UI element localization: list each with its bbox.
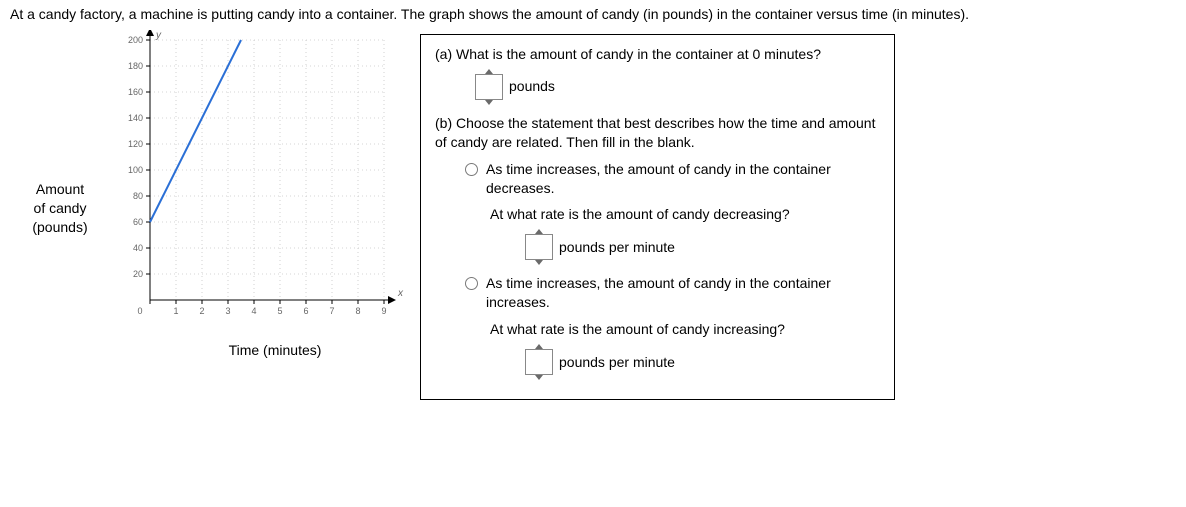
chart-column: 1 2 3 4 5 6 7 8 9 20 40 60 80 100 120 140 160 180 200 0 x y T… bbox=[110, 30, 410, 358]
part-a-input[interactable] bbox=[475, 74, 503, 100]
svg-text:100: 100 bbox=[128, 165, 143, 175]
svg-text:8: 8 bbox=[355, 306, 360, 316]
questions-panel: (a) What is the amount of candy in the c… bbox=[420, 34, 895, 400]
part-b-option2-text: As time increases, the amount of candy i… bbox=[486, 274, 880, 312]
y-axis-label-line2: of candy bbox=[10, 199, 110, 218]
part-a: (a) What is the amount of candy in the c… bbox=[435, 45, 880, 100]
x-axis-label: Time (minutes) bbox=[110, 342, 410, 358]
svg-text:x: x bbox=[397, 288, 404, 299]
problem-prompt: At a candy factory, a machine is putting… bbox=[10, 6, 1176, 22]
part-b-question: (b) Choose the statement that best descr… bbox=[435, 114, 880, 152]
svg-text:140: 140 bbox=[128, 113, 143, 123]
line-chart: 1 2 3 4 5 6 7 8 9 20 40 60 80 100 120 140 160 180 200 0 x y bbox=[110, 30, 410, 330]
svg-text:200: 200 bbox=[128, 35, 143, 45]
y-axis-label-line1: Amount bbox=[10, 180, 110, 199]
svg-text:y: y bbox=[155, 30, 162, 41]
part-a-question: (a) What is the amount of candy in the c… bbox=[435, 45, 880, 64]
svg-text:120: 120 bbox=[128, 139, 143, 149]
part-b-option1-unit: pounds per minute bbox=[559, 238, 675, 257]
svg-text:7: 7 bbox=[329, 306, 334, 316]
part-b-option1-subq: At what rate is the amount of candy decr… bbox=[490, 205, 880, 224]
svg-text:160: 160 bbox=[128, 87, 143, 97]
part-b-option1-input[interactable] bbox=[525, 234, 553, 260]
part-b-option2-row: As time increases, the amount of candy i… bbox=[465, 274, 880, 312]
part-b-option2-input[interactable] bbox=[525, 349, 553, 375]
y-axis-label: Amount of candy (pounds) bbox=[10, 30, 110, 237]
svg-text:9: 9 bbox=[381, 306, 386, 316]
part-b-option2-subq: At what rate is the amount of candy incr… bbox=[490, 320, 880, 339]
part-a-unit: pounds bbox=[509, 77, 555, 96]
svg-text:20: 20 bbox=[133, 269, 143, 279]
content-row: Amount of candy (pounds) 1 2 3 4 5 6 7 8 9 20 40 60… bbox=[10, 30, 1176, 400]
svg-text:180: 180 bbox=[128, 61, 143, 71]
radio-option2[interactable] bbox=[465, 277, 478, 290]
radio-option1[interactable] bbox=[465, 163, 478, 176]
svg-text:3: 3 bbox=[225, 306, 230, 316]
svg-text:6: 6 bbox=[303, 306, 308, 316]
part-b-option1-row: As time increases, the amount of candy i… bbox=[465, 160, 880, 198]
svg-text:60: 60 bbox=[133, 217, 143, 227]
part-b-option1-text: As time increases, the amount of candy i… bbox=[486, 160, 880, 198]
svg-text:40: 40 bbox=[133, 243, 143, 253]
svg-text:2: 2 bbox=[199, 306, 204, 316]
svg-text:5: 5 bbox=[277, 306, 282, 316]
y-axis-label-line3: (pounds) bbox=[10, 218, 110, 237]
part-b-option2-unit: pounds per minute bbox=[559, 353, 675, 372]
svg-text:0: 0 bbox=[137, 306, 142, 316]
svg-text:1: 1 bbox=[173, 306, 178, 316]
svg-text:4: 4 bbox=[251, 306, 256, 316]
svg-text:80: 80 bbox=[133, 191, 143, 201]
part-b: (b) Choose the statement that best descr… bbox=[435, 114, 880, 375]
